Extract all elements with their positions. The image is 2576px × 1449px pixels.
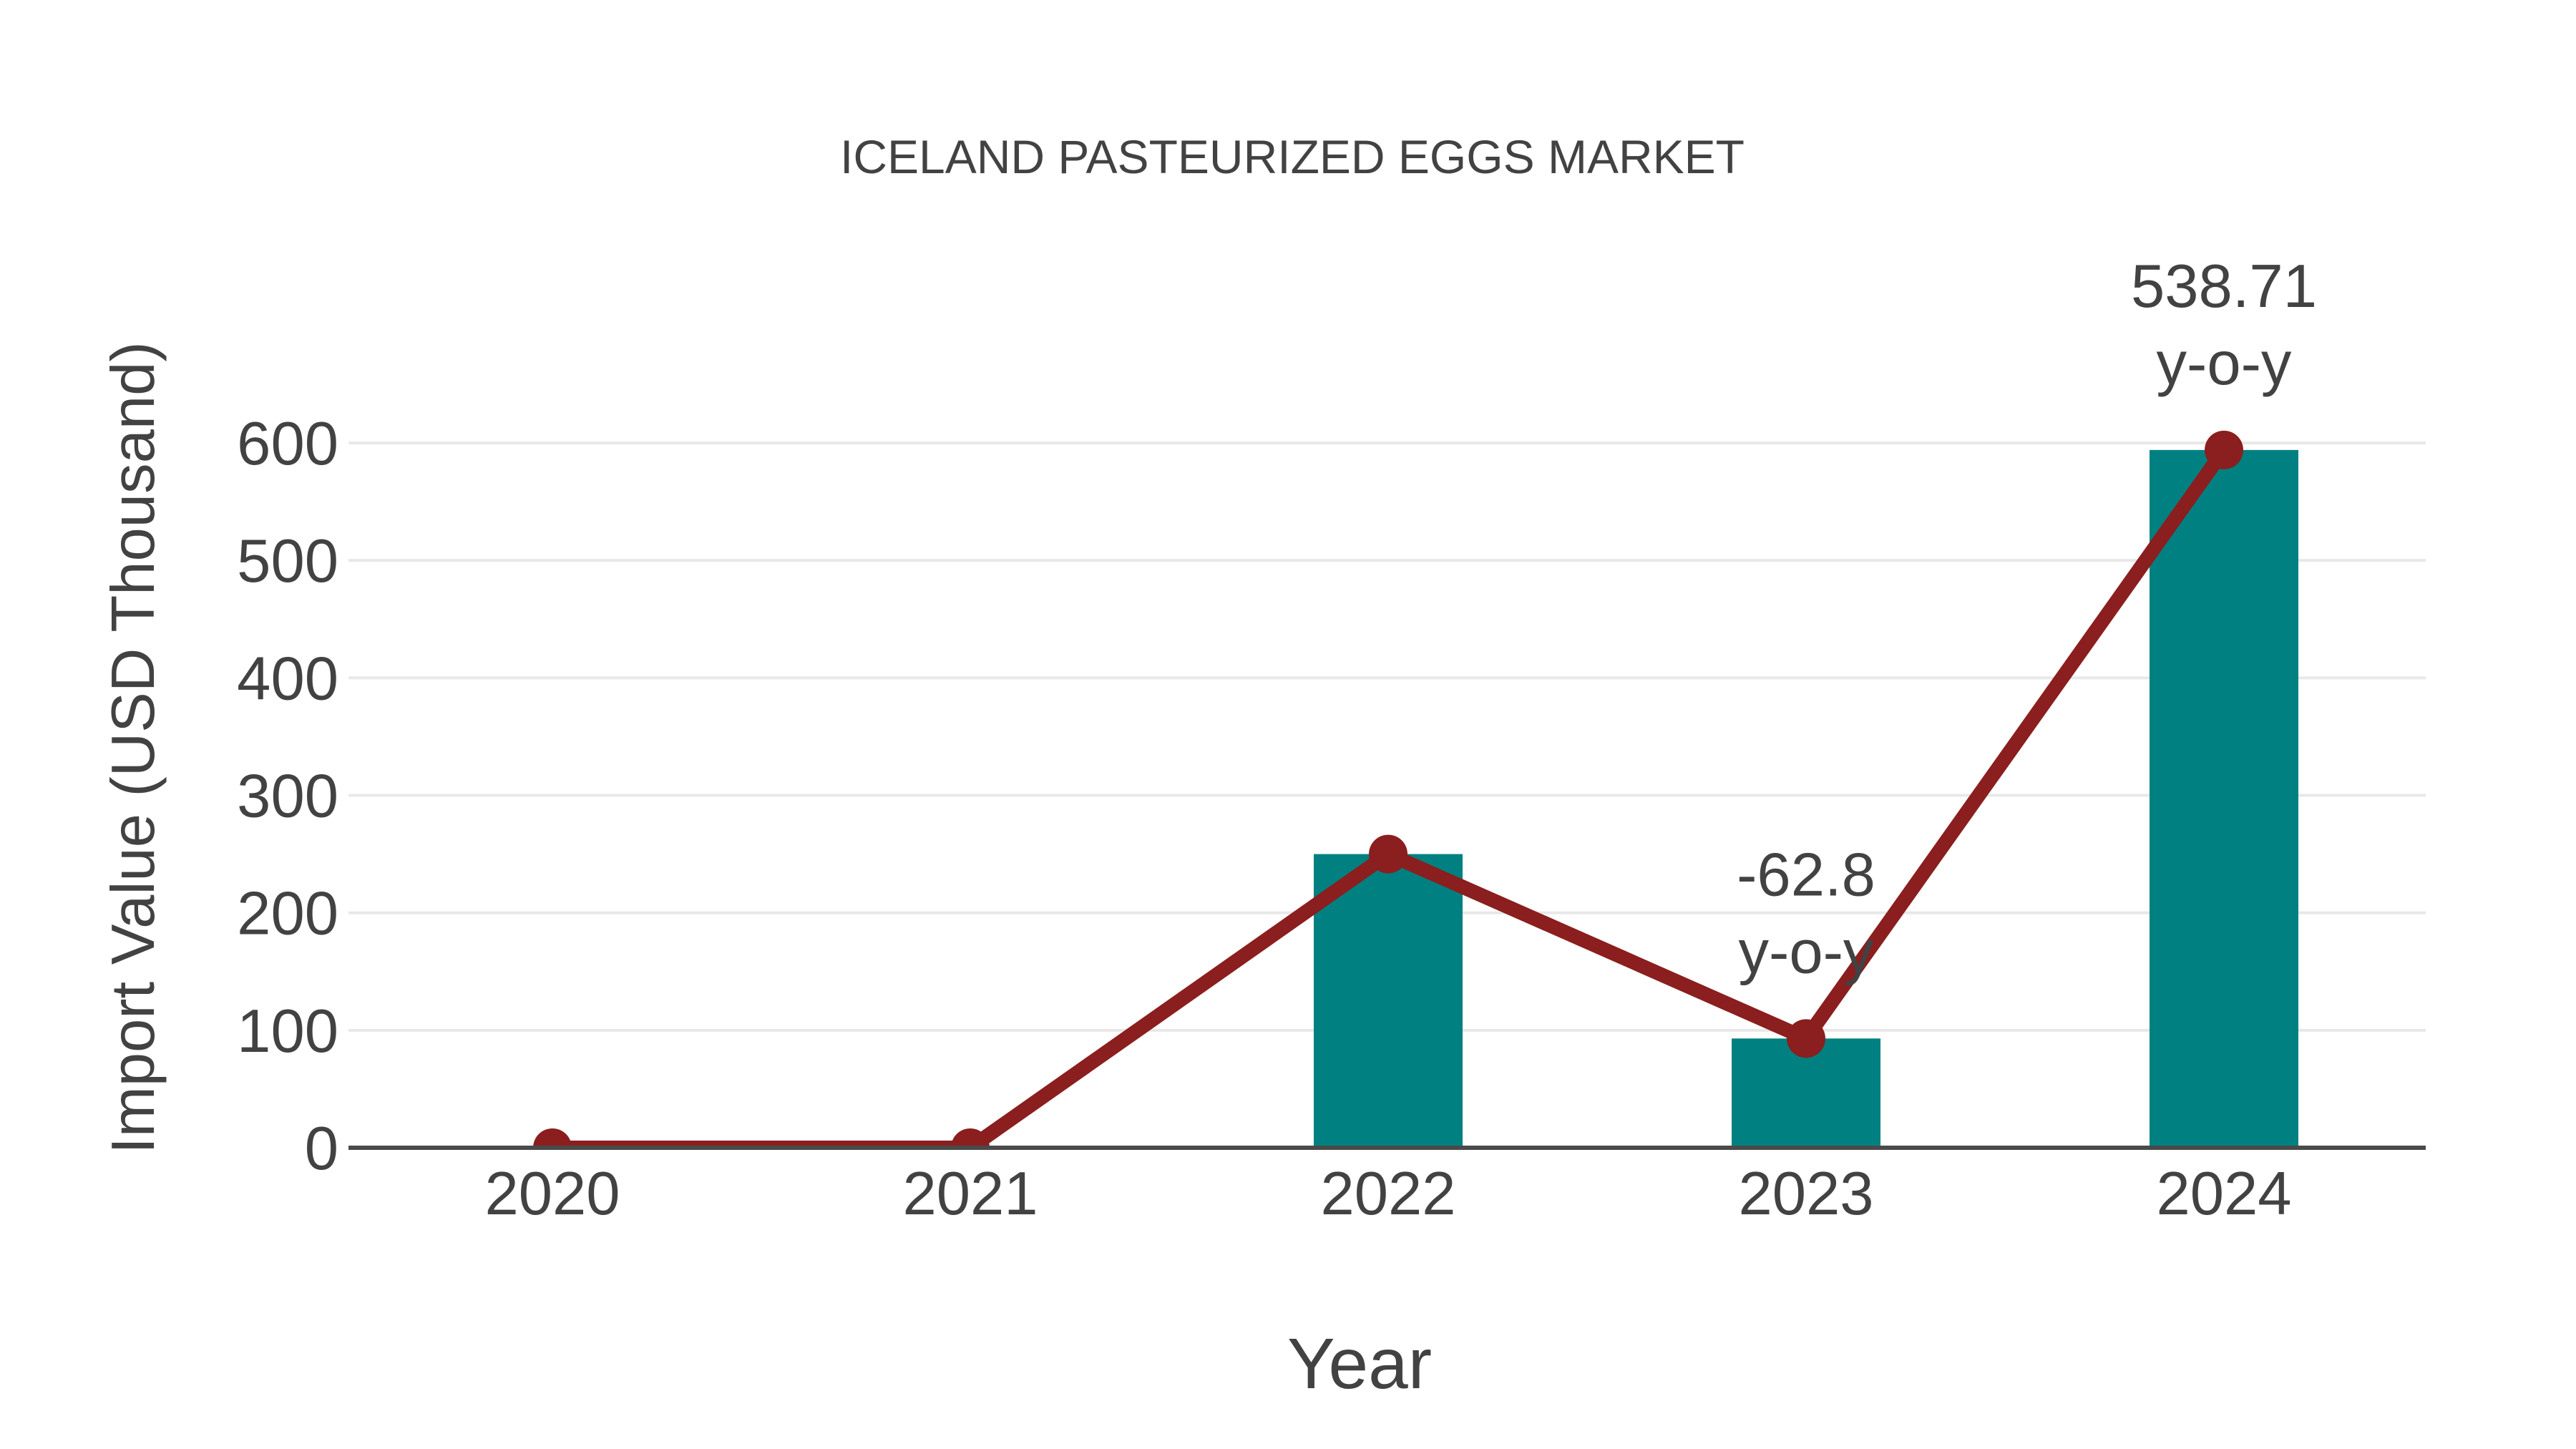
x-tick-label: 2020 — [484, 1160, 620, 1228]
y-tick-label: 0 — [305, 1115, 338, 1183]
data-point-2021 — [951, 1128, 990, 1148]
x-tick-label: 2021 — [902, 1160, 1038, 1228]
y-tick-label: 100 — [237, 997, 338, 1065]
x-tick-label: 2023 — [1738, 1160, 1873, 1228]
y-tick-label: 300 — [237, 763, 338, 831]
y-tick-label: 200 — [237, 880, 338, 948]
gridlines-layer — [348, 441, 2426, 1032]
annotations-layer: -62.8 y-o-y 538.71 y-o-y — [1737, 253, 2317, 986]
x-tick-labels-layer: 2020 2021 2022 2023 2024 — [484, 1160, 2291, 1228]
data-point-2022 — [1369, 834, 1407, 874]
data-point-2023 — [1787, 1019, 1825, 1058]
y-tick-label: 500 — [237, 527, 338, 595]
y-axis-title: Import Value (USD Thousand) — [99, 341, 167, 1153]
y-tick-label: 600 — [237, 410, 338, 478]
annotation-value-2024: 538.71 — [2131, 253, 2317, 321]
bar-2024 — [2150, 449, 2298, 1148]
bar-2022 — [1314, 854, 1463, 1148]
x-tick-label: 2022 — [1320, 1160, 1455, 1228]
data-point-2024 — [2205, 430, 2243, 469]
annotation-sublabel-2024: y-o-y — [2157, 330, 2292, 398]
x-tick-label: 2024 — [2156, 1160, 2291, 1228]
annotation-value-2023: -62.8 — [1737, 841, 1875, 909]
annotation-sublabel-2023: y-o-y — [1739, 918, 1874, 986]
y-tick-labels-layer: 0 100 200 300 400 500 600 — [237, 410, 338, 1183]
line-series-layer — [533, 430, 2243, 1148]
data-point-2020 — [533, 1128, 572, 1148]
x-axis-title: Year — [1287, 1324, 1432, 1404]
chart-title: ICELAND PASTEURIZED EGGS MARKET — [840, 130, 1745, 183]
y-tick-label: 400 — [237, 645, 338, 713]
